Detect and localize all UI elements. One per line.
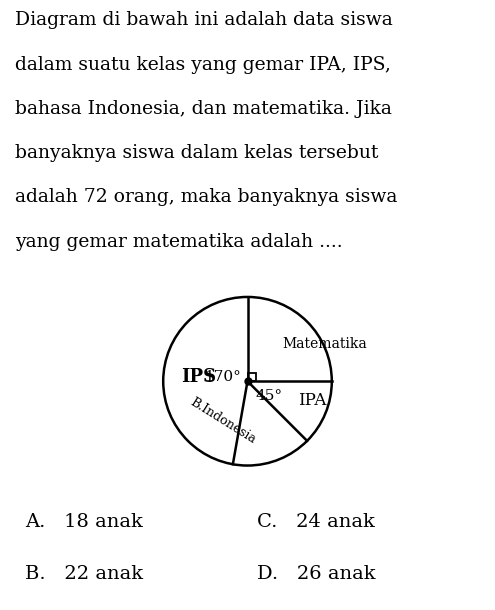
Text: IPA: IPA xyxy=(298,392,326,409)
Text: B.Indonesia: B.Indonesia xyxy=(188,395,258,446)
Text: C.   24 anak: C. 24 anak xyxy=(257,513,375,531)
Text: bahasa Indonesia, dan matematika. Jika: bahasa Indonesia, dan matematika. Jika xyxy=(15,100,392,118)
Text: adalah 72 orang, maka banyaknya siswa: adalah 72 orang, maka banyaknya siswa xyxy=(15,188,397,206)
Text: A.   18 anak: A. 18 anak xyxy=(25,513,143,531)
Text: yang gemar matematika adalah ....: yang gemar matematika adalah .... xyxy=(15,232,343,251)
Text: dalam suatu kelas yang gemar IPA, IPS,: dalam suatu kelas yang gemar IPA, IPS, xyxy=(15,56,391,74)
Text: Matematika: Matematika xyxy=(282,337,367,351)
Text: B.   22 anak: B. 22 anak xyxy=(25,565,143,583)
Text: banyaknya siswa dalam kelas tersebut: banyaknya siswa dalam kelas tersebut xyxy=(15,144,378,162)
Text: D.   26 anak: D. 26 anak xyxy=(257,565,376,583)
Text: Diagram di bawah ini adalah data siswa: Diagram di bawah ini adalah data siswa xyxy=(15,12,393,29)
Text: 45°: 45° xyxy=(255,389,282,403)
Text: IPS: IPS xyxy=(181,368,216,386)
Text: 170°: 170° xyxy=(204,370,241,384)
